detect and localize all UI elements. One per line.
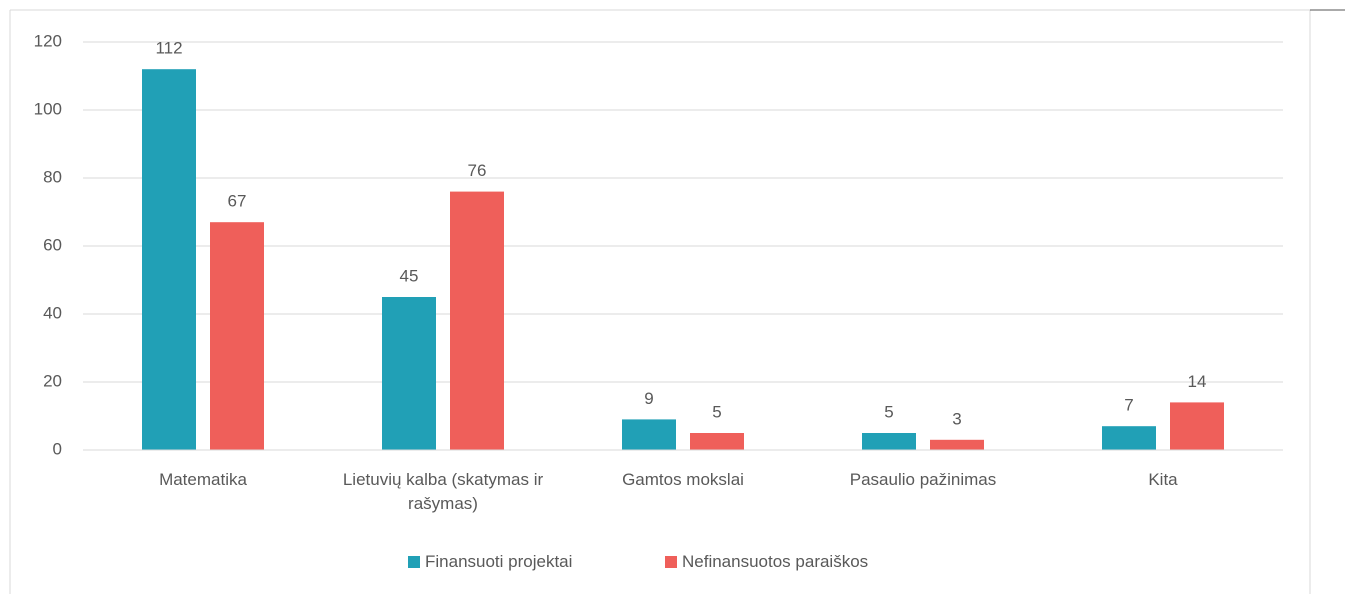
bar xyxy=(210,222,264,450)
data-label: 45 xyxy=(400,266,419,285)
x-tick-label: Kita xyxy=(1148,470,1178,489)
legend-label: Nefinansuotos paraiškos xyxy=(682,552,869,571)
data-label: 112 xyxy=(155,39,182,58)
bar xyxy=(142,69,196,450)
data-label: 76 xyxy=(468,161,487,180)
bar xyxy=(862,433,916,450)
bar xyxy=(690,433,744,450)
y-tick-label: 0 xyxy=(53,439,62,458)
bar xyxy=(1102,426,1156,450)
x-tick-label: Gamtos mokslai xyxy=(622,470,744,489)
data-label: 14 xyxy=(1188,372,1207,391)
bar xyxy=(1170,402,1224,450)
y-tick-label: 60 xyxy=(43,235,62,254)
legend-swatch xyxy=(408,556,420,568)
bar xyxy=(450,191,504,450)
legend-label: Finansuoti projektai xyxy=(425,552,573,571)
data-label: 9 xyxy=(644,389,653,408)
x-tick-label: Matematika xyxy=(159,470,247,489)
bar xyxy=(382,297,436,450)
x-tick-label: Pasaulio pažinimas xyxy=(849,470,997,489)
legend-swatch xyxy=(665,556,677,568)
y-tick-label: 40 xyxy=(43,303,62,322)
y-tick-label: 100 xyxy=(34,99,62,118)
bar xyxy=(930,439,984,450)
y-tick-label: 20 xyxy=(43,371,62,390)
y-tick-label: 80 xyxy=(43,167,62,186)
bar xyxy=(622,419,676,450)
data-label: 3 xyxy=(952,409,961,428)
data-label: 5 xyxy=(712,402,721,421)
y-tick-label: 120 xyxy=(34,31,62,50)
x-tick-label: Lietuvių kalba (skatymas ir rašymas) xyxy=(342,470,544,513)
data-label: 7 xyxy=(1124,396,1133,415)
data-label: 67 xyxy=(228,192,247,211)
data-label: 5 xyxy=(884,402,893,421)
